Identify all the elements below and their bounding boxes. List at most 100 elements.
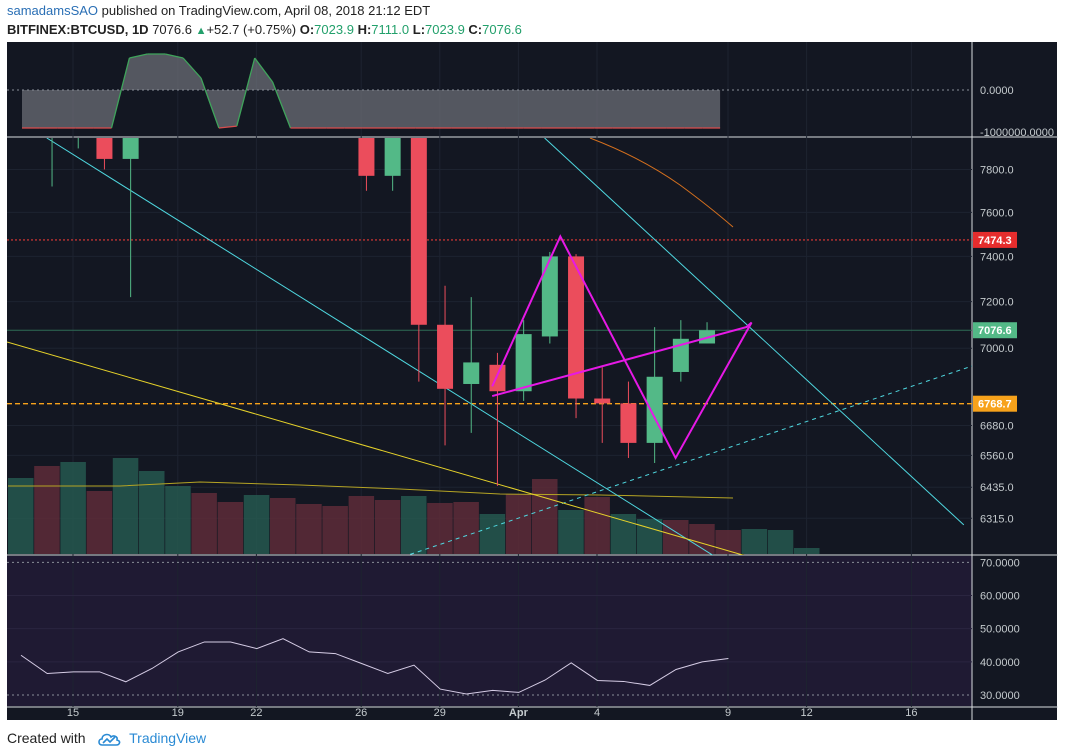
time-tick-label: 16 bbox=[905, 707, 917, 719]
candle-body bbox=[384, 138, 401, 176]
time-tick-label: 26 bbox=[355, 707, 367, 719]
candle-body bbox=[358, 138, 375, 176]
candle-body bbox=[594, 398, 611, 404]
volume-bar bbox=[348, 496, 375, 554]
top-indicator-segment bbox=[110, 57, 131, 129]
moving-average-orange bbox=[589, 138, 734, 228]
price-tick-label: 6560.0 bbox=[980, 450, 1014, 462]
volume-bar bbox=[374, 500, 401, 554]
time-tick-label: 9 bbox=[725, 707, 731, 719]
candle-body bbox=[620, 403, 637, 443]
symbol-bar: BITFINEX:BTCUSD, 1D 7076.6 ▲+52.7 (+0.75… bbox=[7, 22, 522, 37]
close-label: C: bbox=[468, 22, 483, 37]
volume-bar bbox=[191, 493, 217, 554]
price-tick-label: 7600.0 bbox=[980, 207, 1014, 219]
price-pane bbox=[7, 138, 972, 555]
top-indicator-segment bbox=[129, 53, 148, 59]
rsi-tick-label: 30.0000 bbox=[980, 690, 1020, 702]
volume-bar bbox=[558, 510, 584, 554]
last-price: 7076.6 bbox=[152, 22, 192, 37]
top-indicator-segment bbox=[236, 57, 256, 127]
price-tick-label: 7400.0 bbox=[980, 251, 1014, 263]
price-tick-label: 7200.0 bbox=[980, 297, 1014, 309]
candle-body bbox=[646, 376, 663, 443]
price-marker-label: 6768.7 bbox=[978, 399, 1012, 411]
candle-body bbox=[541, 256, 558, 337]
publish-info: samadamsSAO published on TradingView.com… bbox=[7, 3, 430, 18]
volume-bar bbox=[322, 506, 348, 554]
rsi-line bbox=[20, 638, 729, 695]
close-value: 7076.6 bbox=[482, 22, 522, 37]
top-indicator-segment bbox=[182, 57, 202, 79]
rsi-tick-label: 40.0000 bbox=[980, 657, 1020, 669]
volume-bar bbox=[767, 530, 794, 554]
high-label: H: bbox=[357, 22, 372, 37]
candle-body bbox=[515, 334, 532, 392]
volume-bar bbox=[453, 502, 479, 554]
volume-bar bbox=[427, 503, 453, 554]
tradingview-brand[interactable]: TradingView bbox=[129, 730, 207, 746]
top-indicator-segment bbox=[165, 53, 184, 59]
top-indicator-segment bbox=[200, 77, 220, 129]
top-indicator-segment bbox=[218, 125, 237, 129]
candle-body bbox=[489, 364, 506, 392]
top-indicator-tick-label: -1000000.0000 bbox=[980, 127, 1054, 139]
volume-bar bbox=[112, 458, 139, 554]
trendline-cyan-upper bbox=[544, 138, 965, 526]
high-value: 7111.0 bbox=[371, 22, 410, 37]
volume-bar bbox=[689, 524, 715, 554]
candle-body bbox=[96, 138, 113, 159]
rsi-tick-label: 50.0000 bbox=[980, 624, 1020, 636]
rsi-tick-label: 70.0000 bbox=[980, 557, 1020, 569]
up-triangle-icon: ▲ bbox=[195, 25, 207, 37]
price-tick-label: 7800.0 bbox=[980, 164, 1014, 176]
volume-bar bbox=[584, 497, 610, 554]
volume-bar bbox=[139, 471, 165, 554]
trendline-cyan-dashed bbox=[406, 365, 972, 555]
volume-bar bbox=[60, 462, 86, 554]
price-tick-label: 6435.0 bbox=[980, 482, 1014, 494]
symbol-label: BITFINEX:BTCUSD, 1D bbox=[7, 22, 149, 37]
chart[interactable]: 0.0000 -1000000.0000 7800.0 7600.0 7400.0 720… bbox=[0, 42, 1065, 720]
top-indicator-tick-label: 0.0000 bbox=[980, 85, 1014, 97]
time-tick-label: 12 bbox=[800, 707, 812, 719]
volume-bar bbox=[86, 491, 113, 554]
volume-ma-line bbox=[8, 481, 734, 499]
top-indicator-segment bbox=[254, 57, 274, 83]
volume-bar bbox=[34, 466, 60, 554]
candle-body bbox=[463, 362, 480, 384]
candle-body bbox=[437, 324, 454, 389]
top-indicator-area bbox=[22, 54, 721, 128]
price-marker-label: 7076.6 bbox=[978, 325, 1012, 337]
volume-bar bbox=[270, 498, 296, 554]
open-value: 7023.9 bbox=[314, 22, 354, 37]
diamond-pattern bbox=[491, 234, 753, 461]
price-tick-label: 6315.0 bbox=[980, 513, 1014, 525]
volume-bar bbox=[165, 486, 191, 554]
price-marker-badge bbox=[973, 395, 1017, 412]
time-tick-label: 15 bbox=[67, 707, 79, 719]
time-tick-label: Apr bbox=[509, 707, 529, 719]
volume-bar bbox=[794, 548, 820, 554]
author-link[interactable]: samadamsSAO bbox=[7, 3, 99, 18]
rsi-pane-background bbox=[7, 556, 972, 706]
volume-bar bbox=[505, 494, 532, 554]
price-marker-badge bbox=[973, 231, 1017, 248]
volume-bar bbox=[296, 504, 322, 554]
price-tick-label: 6680.0 bbox=[980, 420, 1014, 432]
low-label: L: bbox=[412, 22, 426, 37]
top-indicator-segment bbox=[271, 81, 292, 129]
candle-body bbox=[568, 256, 585, 399]
time-tick-label: 29 bbox=[434, 707, 446, 719]
trendline-yellow bbox=[7, 341, 745, 555]
volume-bar bbox=[532, 479, 558, 554]
volume-bar bbox=[8, 478, 34, 554]
candle-body bbox=[672, 338, 689, 372]
footer: Created with TradingView bbox=[7, 730, 207, 747]
rsi-tick-label: 60.0000 bbox=[980, 591, 1020, 603]
price-marker-badge bbox=[973, 322, 1017, 339]
volume-bar bbox=[217, 502, 244, 554]
open-label: O: bbox=[299, 22, 315, 37]
volume-bar bbox=[741, 529, 768, 554]
price-change: +52.7 (+0.75%) bbox=[206, 22, 297, 37]
